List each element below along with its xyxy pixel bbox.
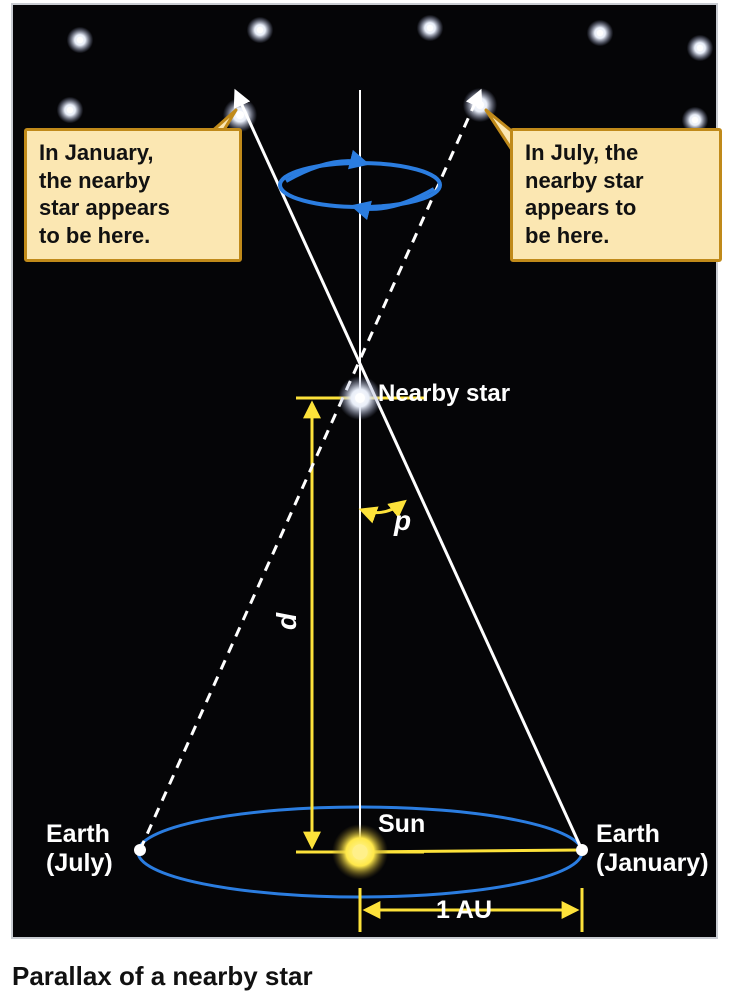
callout-july: In July, thenearby starappears tobe here… bbox=[510, 128, 722, 262]
label-earth-january: Earth(January) bbox=[596, 820, 709, 878]
parallax-diagram: d p 1 AU In January,the nearbystar appears… bbox=[0, 0, 729, 1000]
label-earth-july: Earth(July) bbox=[46, 820, 113, 878]
callout-january: In January,the nearbystar appearsto be h… bbox=[24, 128, 242, 262]
svg-text:d: d bbox=[271, 612, 302, 630]
svg-text:1 AU: 1 AU bbox=[436, 896, 492, 924]
svg-text:p: p bbox=[393, 505, 411, 536]
label-nearby-star: Nearby star bbox=[378, 380, 510, 408]
label-sun: Sun bbox=[378, 810, 425, 839]
caption: Parallax of a nearby star bbox=[12, 961, 313, 992]
